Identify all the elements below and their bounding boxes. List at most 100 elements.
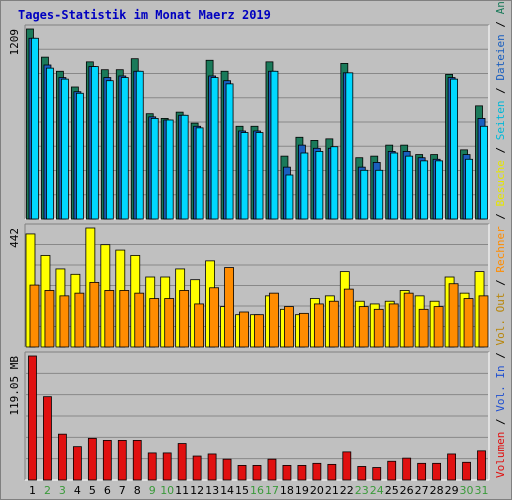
bar-seiten-day-15 (240, 132, 249, 220)
bar-seiten-day-1 (31, 37, 39, 220)
day-label-14: 14 (220, 484, 234, 497)
bar-seiten-day-8 (135, 70, 144, 220)
day-label-5: 5 (89, 484, 96, 497)
bar-rechner-day-13 (209, 287, 219, 348)
bar-volumen-day-12 (192, 455, 202, 481)
legend-item-anfragen: Anfragen (494, 0, 507, 14)
bar-volumen-day-26 (402, 457, 412, 481)
bar-volumen-day-3 (58, 433, 67, 481)
day-label-6: 6 (104, 484, 111, 497)
bar-seiten-day-5 (90, 66, 99, 220)
bar-rechner-day-12 (194, 303, 205, 348)
bar-volumen-day-5 (87, 437, 97, 481)
legend-separator: / (494, 346, 507, 366)
bar-volumen-day-10 (162, 452, 172, 481)
bar-rechner-day-23 (358, 306, 369, 348)
bar-volumen-day-29 (447, 453, 456, 481)
bar-rechner-day-22 (343, 288, 354, 348)
legend-separator: / (494, 81, 507, 101)
legend-separator: / (494, 273, 507, 293)
legend-item-besuche: Besuche (494, 160, 507, 206)
bar-rechner-day-21 (328, 300, 339, 348)
bar-volumen-day-25 (387, 460, 397, 481)
bar-rechner-day-30 (463, 298, 474, 348)
panel-3-max-label: 119.05 MB (8, 356, 21, 416)
bar-volumen-day-19 (297, 465, 307, 481)
day-label-17: 17 (265, 484, 279, 497)
bar-volumen-day-22 (342, 451, 352, 481)
bar-seiten-day-22 (345, 72, 354, 220)
bar-volumen-day-23 (357, 466, 367, 481)
day-label-15: 15 (235, 484, 249, 497)
bar-volumen-day-15 (237, 465, 247, 481)
bar-rechner-day-2 (44, 290, 55, 348)
bar-rechner-day-16 (254, 314, 264, 348)
bar-seiten-day-14 (225, 83, 234, 220)
day-label-31: 31 (475, 484, 489, 497)
legend-separator: / (494, 412, 507, 432)
day-label-12: 12 (190, 484, 204, 497)
bar-seiten-day-27 (420, 160, 429, 220)
bar-rechner-day-1 (29, 284, 40, 348)
bar-rechner-day-25 (388, 303, 399, 348)
bar-rechner-day-15 (239, 311, 249, 348)
bar-seiten-day-29 (450, 78, 458, 220)
day-label-4: 4 (74, 484, 81, 497)
bar-seiten-day-7 (120, 77, 129, 220)
bar-seiten-day-3 (61, 78, 69, 220)
legend-separator: / (494, 206, 507, 226)
day-label-13: 13 (205, 484, 219, 497)
day-label-8: 8 (134, 484, 141, 497)
bar-seiten-day-13 (210, 77, 219, 220)
day-label-30: 30 (460, 484, 474, 497)
bar-rechner-day-20 (313, 303, 324, 348)
day-label-24: 24 (370, 484, 384, 497)
bar-seiten-day-23 (360, 169, 369, 220)
bar-seiten-day-10 (165, 119, 174, 220)
bar-volumen-day-14 (222, 458, 232, 481)
day-label-22: 22 (340, 484, 354, 497)
bar-rechner-day-4 (74, 292, 85, 348)
day-label-11: 11 (175, 484, 189, 497)
bar-seiten-day-24 (375, 169, 384, 220)
bar-rechner-day-24 (373, 308, 384, 348)
bar-seiten-day-16 (255, 132, 264, 220)
bar-seiten-day-4 (75, 92, 84, 220)
bar-volumen-day-9 (147, 452, 157, 481)
bar-seiten-day-11 (180, 114, 189, 220)
bar-seiten-day-28 (435, 160, 444, 220)
bar-seiten-day-9 (150, 118, 159, 220)
bar-seiten-day-12 (195, 127, 204, 220)
bar-seiten-day-20 (315, 151, 324, 220)
legend-item-seiten: Seiten (494, 100, 507, 140)
bar-volumen-day-21 (327, 463, 337, 481)
day-label-21: 21 (325, 484, 339, 497)
legend-item-dateien: Dateien (494, 34, 507, 80)
bar-rechner-day-9 (149, 298, 160, 348)
legend-separator: / (494, 140, 507, 160)
bar-rechner-day-3 (59, 295, 70, 348)
bar-volumen-day-18 (282, 465, 292, 481)
legend-item-vol-in: Vol. In (494, 365, 507, 411)
day-label-19: 19 (295, 484, 309, 497)
bar-seiten-day-6 (105, 80, 114, 220)
bar-volumen-day-11 (177, 443, 187, 481)
bar-volumen-day-6 (102, 440, 112, 481)
bar-rechner-day-29 (448, 283, 459, 348)
panel-2-max-label: 442 (8, 228, 21, 248)
bar-volumen-day-20 (312, 462, 322, 481)
bar-volumen-day-31 (477, 450, 486, 481)
bar-rechner-day-11 (179, 290, 190, 348)
bar-seiten-day-18 (285, 174, 294, 220)
day-label-26: 26 (400, 484, 414, 497)
bar-rechner-day-6 (104, 290, 115, 348)
bar-volumen-day-24 (372, 467, 382, 481)
bar-rechner-day-7 (119, 290, 130, 348)
legend-item-vol-out: Vol. Out (494, 293, 507, 346)
bar-rechner-day-18 (284, 306, 294, 348)
day-label-2: 2 (44, 484, 51, 497)
bar-volumen-day-16 (252, 465, 262, 481)
bar-rechner-day-14 (224, 267, 234, 348)
bar-seiten-day-25 (390, 152, 399, 220)
